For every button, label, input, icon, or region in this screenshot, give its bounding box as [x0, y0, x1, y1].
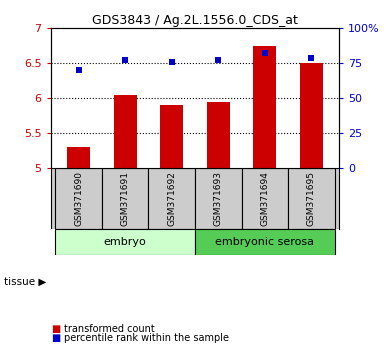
- Bar: [149, 168, 195, 229]
- Bar: [241, 168, 288, 229]
- Text: embryo: embryo: [104, 237, 147, 247]
- Bar: [253, 46, 277, 168]
- Bar: [288, 168, 335, 229]
- Bar: [160, 105, 183, 168]
- Title: GDS3843 / Ag.2L.1556.0_CDS_at: GDS3843 / Ag.2L.1556.0_CDS_at: [92, 14, 298, 27]
- Bar: [195, 229, 335, 255]
- Text: ■: ■: [51, 333, 60, 343]
- Bar: [55, 229, 195, 255]
- Text: GSM371691: GSM371691: [121, 171, 130, 226]
- Text: percentile rank within the sample: percentile rank within the sample: [64, 333, 229, 343]
- Text: GSM371695: GSM371695: [307, 171, 316, 226]
- Point: [76, 67, 82, 73]
- Bar: [67, 147, 90, 168]
- Text: GSM371693: GSM371693: [214, 171, 223, 226]
- Bar: [102, 168, 149, 229]
- Bar: [207, 102, 230, 168]
- Point: [308, 55, 314, 61]
- Point: [168, 59, 175, 65]
- Point: [262, 51, 268, 56]
- Text: transformed count: transformed count: [64, 324, 155, 333]
- Bar: [195, 168, 241, 229]
- Text: embryonic serosa: embryonic serosa: [215, 237, 314, 247]
- Text: GSM371694: GSM371694: [260, 171, 269, 226]
- Bar: [300, 63, 323, 168]
- Text: tissue ▶: tissue ▶: [4, 276, 46, 286]
- Text: GSM371690: GSM371690: [74, 171, 83, 226]
- Text: ■: ■: [51, 324, 60, 333]
- Bar: [55, 168, 102, 229]
- Bar: [113, 95, 137, 168]
- Text: GSM371692: GSM371692: [167, 171, 176, 226]
- Point: [215, 58, 222, 63]
- Point: [122, 57, 128, 63]
